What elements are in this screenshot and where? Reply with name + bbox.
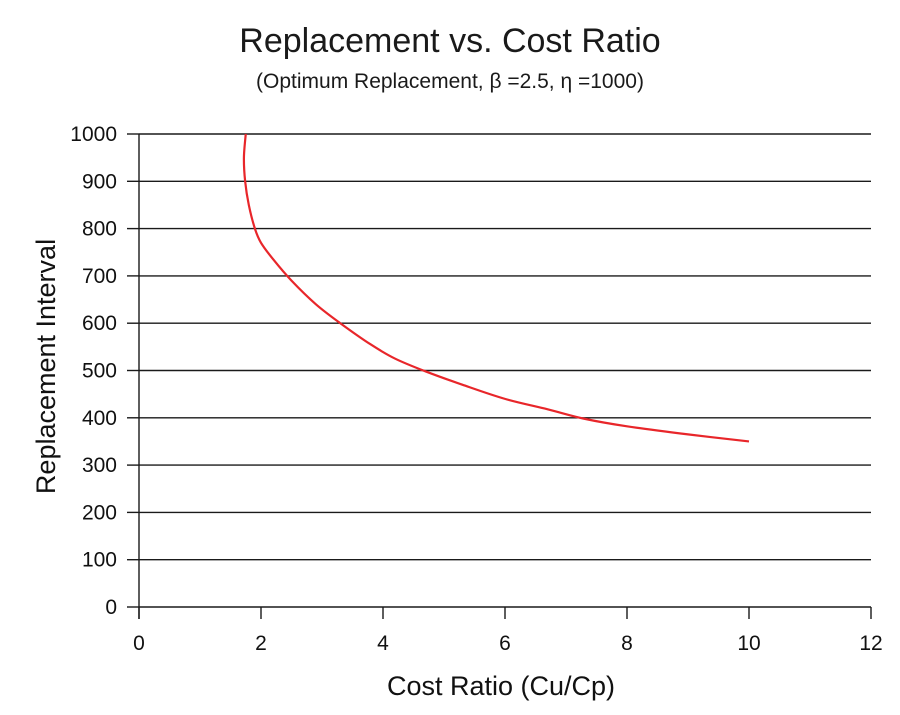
y-tick-labels: 0 100 200 300 400 500 600 700 800 900 1000 bbox=[70, 123, 117, 619]
x-tick-label-4: 4 bbox=[377, 632, 389, 655]
grid-lines bbox=[139, 133, 871, 561]
x-axis-label: Cost Ratio (Cu/Cp) bbox=[387, 671, 615, 701]
y-tick-label-900: 900 bbox=[82, 170, 117, 193]
x-tick-label-12: 12 bbox=[859, 632, 882, 655]
x-tick-label-6: 6 bbox=[499, 632, 511, 655]
x-tick-label-2: 2 bbox=[255, 632, 267, 655]
x-tick-labels: 0 2 4 6 8 10 12 bbox=[133, 632, 883, 655]
y-tick-label-500: 500 bbox=[82, 360, 117, 383]
series-line-0 bbox=[242, 133, 750, 443]
chart-title: Replacement vs. Cost Ratio bbox=[239, 22, 661, 60]
chart-subtitle: (Optimum Replacement, β =2.5, η =1000) bbox=[256, 70, 644, 93]
y-tick-label-100: 100 bbox=[82, 549, 117, 572]
axes bbox=[127, 133, 872, 619]
y-tick-label-1000: 1000 bbox=[70, 123, 117, 146]
y-tick-label-0: 0 bbox=[105, 596, 117, 619]
x-tick-label-0: 0 bbox=[133, 632, 145, 655]
y-tick-label-400: 400 bbox=[82, 407, 117, 430]
y-tick-label-800: 800 bbox=[82, 218, 117, 241]
x-tick-label-10: 10 bbox=[737, 632, 760, 655]
y-axis-label: Replacement Interval bbox=[31, 239, 61, 494]
y-tick-label-600: 600 bbox=[82, 312, 117, 335]
series-group bbox=[242, 133, 750, 443]
y-tick-label-300: 300 bbox=[82, 454, 117, 477]
x-tick-label-8: 8 bbox=[621, 632, 633, 655]
y-tick-label-700: 700 bbox=[82, 265, 117, 288]
y-tick-label-200: 200 bbox=[82, 501, 117, 524]
